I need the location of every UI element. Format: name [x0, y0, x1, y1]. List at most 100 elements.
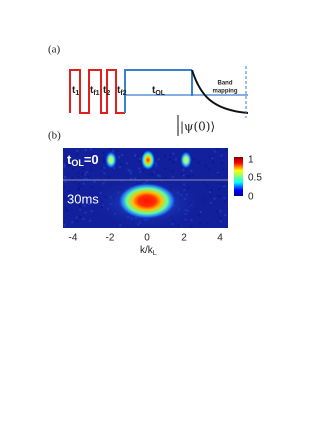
x-label: k/kL: [140, 245, 157, 257]
row-label: tOL=0: [67, 152, 99, 168]
noise: [190, 169, 193, 172]
noise: [76, 149, 79, 152]
noise: [223, 185, 226, 188]
x-tick: 2: [181, 233, 187, 244]
noise: [190, 219, 193, 222]
noise: [190, 225, 193, 228]
noise: [103, 172, 106, 175]
noise: [63, 224, 66, 227]
noise: [82, 167, 85, 170]
x-tick: 0: [144, 233, 150, 244]
row-label: 30ms: [67, 191, 99, 206]
noise: [155, 170, 158, 173]
noise: [116, 150, 119, 153]
noise: [67, 164, 70, 167]
noise: [206, 221, 209, 224]
noise: [102, 182, 105, 185]
noise: [79, 208, 82, 211]
noise: [216, 171, 219, 174]
noise: [76, 153, 79, 156]
noise: [185, 149, 188, 152]
noise: [223, 199, 226, 202]
noise: [138, 157, 141, 160]
spot: [105, 151, 117, 169]
noise: [71, 221, 74, 224]
noise: [137, 160, 140, 163]
noise: [108, 148, 111, 151]
noise: [103, 166, 106, 169]
pulse-label-sub: 1: [75, 90, 79, 97]
noise: [85, 160, 88, 163]
noise: [206, 184, 209, 187]
noise: [90, 148, 93, 151]
panel-label: (a): [48, 44, 61, 56]
noise: [77, 171, 80, 174]
figure: (a) Band mapping |ψ(0)⟩ t1 tf1 t2 tf2 tOL (b…: [48, 44, 262, 257]
noise: [188, 175, 191, 178]
noise: [64, 176, 67, 179]
x-tick: -2: [106, 233, 115, 244]
pulse-label: t1: [72, 85, 79, 97]
band-label: mapping: [213, 89, 238, 95]
noise: [67, 189, 70, 192]
noise: [88, 219, 91, 222]
noise: [172, 152, 175, 155]
noise: [129, 172, 132, 175]
noise: [119, 163, 122, 166]
noise: [180, 172, 183, 175]
noise: [84, 173, 87, 176]
noise: [103, 159, 106, 162]
blob: [118, 183, 176, 219]
x-tick: 4: [217, 233, 223, 244]
noise: [186, 175, 189, 178]
noise: [66, 173, 69, 176]
noise: [82, 182, 85, 185]
noise: [99, 178, 102, 181]
noise: [164, 154, 167, 157]
row-label-main: t: [67, 152, 72, 167]
noise: [208, 168, 211, 171]
noise: [84, 148, 87, 151]
noise: [76, 160, 79, 163]
noise: [156, 174, 159, 177]
noise: [213, 150, 216, 153]
noise: [163, 167, 166, 170]
noise: [210, 194, 213, 197]
noise: [222, 182, 225, 185]
noise: [153, 171, 156, 174]
noise: [154, 162, 157, 165]
noise: [64, 206, 67, 209]
noise: [75, 220, 78, 223]
noise: [82, 172, 85, 175]
noise: [77, 188, 80, 191]
noise: [65, 162, 68, 165]
noise: [63, 185, 66, 188]
noise: [75, 216, 78, 219]
noise: [155, 164, 158, 167]
noise: [76, 164, 79, 167]
noise: [78, 205, 81, 208]
noise: [222, 168, 225, 171]
noise: [209, 201, 212, 204]
noise: [213, 197, 216, 200]
noise: [210, 189, 213, 192]
noise: [218, 188, 221, 191]
noise: [127, 169, 130, 172]
noise: [101, 167, 104, 170]
noise: [126, 162, 129, 165]
noise: [134, 153, 137, 156]
pulse-label: tOL: [152, 85, 166, 97]
noise: [135, 155, 138, 158]
x-tick: -4: [69, 233, 78, 244]
noise: [219, 220, 222, 223]
noise: [206, 174, 209, 177]
noise: [192, 158, 195, 161]
noise: [72, 168, 75, 171]
noise: [134, 154, 137, 157]
noise: [224, 214, 227, 217]
noise: [158, 174, 161, 177]
pulse-label-main: t: [103, 85, 107, 96]
noise: [219, 210, 222, 213]
noise: [64, 180, 67, 183]
noise: [174, 158, 177, 161]
